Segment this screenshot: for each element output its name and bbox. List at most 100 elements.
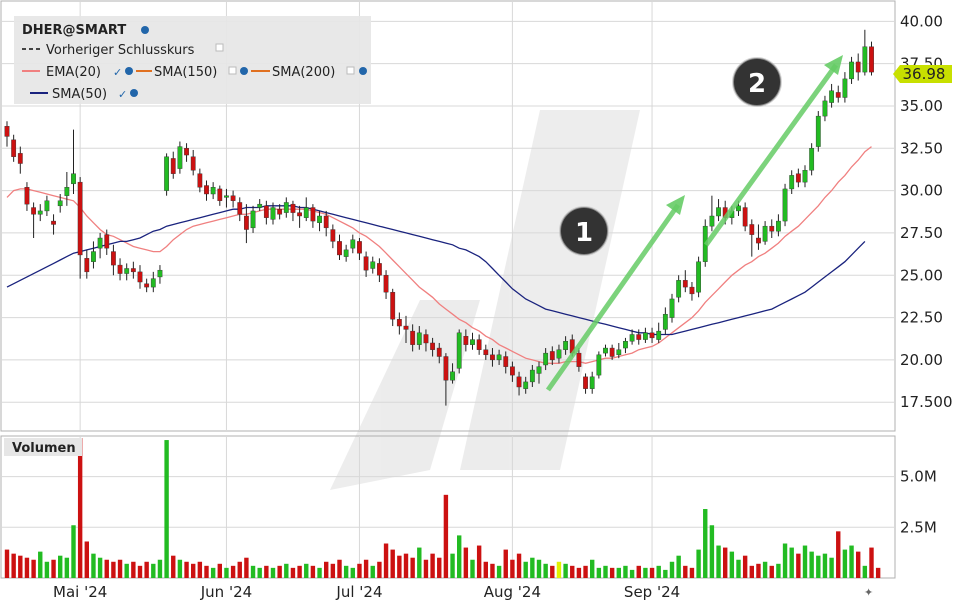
volume-bar: [543, 563, 548, 578]
globe-icon[interactable]: [359, 67, 367, 75]
globe-icon[interactable]: [130, 89, 138, 97]
candle-body: [483, 349, 489, 356]
globe-icon[interactable]: [240, 67, 248, 75]
volume-bar: [623, 565, 628, 578]
volume-bar: [530, 557, 535, 578]
checkbox-icon[interactable]: [346, 66, 355, 75]
scroll-right-icon[interactable]: ✦: [864, 586, 873, 599]
price-axis: 17.500 20.00 22.50 25.00 27.50 30.00 32.50 35.0…: [900, 12, 953, 411]
volume-bar: [536, 559, 542, 578]
annotation-badge-1: 1: [559, 206, 609, 256]
volume-bar: [151, 563, 156, 578]
time-tick-label: Mai '24: [53, 583, 107, 600]
volume-bar: [709, 525, 715, 578]
candle-body: [204, 185, 209, 195]
legend-ema20: EMA(20): [46, 65, 101, 80]
volume-bar: [829, 557, 834, 578]
volume-bar: [703, 509, 708, 578]
volume-bar: [629, 569, 635, 578]
time-tick-label: Jul '24: [335, 583, 382, 600]
volume-bar: [596, 567, 602, 578]
volume-bar: [583, 565, 588, 578]
time-tick-label: Aug '24: [484, 583, 541, 600]
volume-bar: [237, 561, 242, 578]
indicator-lines: [6, 146, 872, 364]
candle-body: [795, 173, 801, 183]
watermark-logo: [330, 110, 640, 490]
candle-body: [130, 268, 136, 273]
candle-body: [377, 263, 382, 276]
volume-bar: [224, 567, 229, 578]
candle-body: [516, 376, 522, 388]
checkbox-icon[interactable]: [228, 66, 237, 75]
volume-bar: [417, 547, 422, 578]
volume-bar: [264, 565, 269, 578]
volume-bar: [663, 569, 668, 578]
candle-body: [463, 335, 469, 345]
volume-bar: [496, 565, 502, 578]
last-price-label: 36.98: [903, 65, 946, 83]
candle-body: [64, 187, 70, 196]
candle-body: [217, 188, 223, 201]
volume-bar: [51, 559, 56, 578]
candle-body: [37, 210, 43, 215]
price-tick-label: 27.50: [900, 224, 943, 242]
volume-bar: [523, 561, 528, 578]
volume-bar: [64, 557, 70, 578]
candle-body: [756, 237, 761, 244]
volume-bar: [144, 561, 149, 578]
candle-body: [197, 173, 203, 188]
volume-bar: [171, 555, 176, 578]
volume-bar: [337, 559, 342, 578]
volume-bar: [184, 561, 189, 578]
candle-body: [150, 278, 156, 288]
legend-sma50: SMA(50): [52, 87, 107, 102]
candle-body: [490, 354, 495, 361]
volume-bar: [836, 531, 841, 578]
volume-bar: [31, 559, 36, 578]
candle-body: [416, 332, 422, 345]
volume-bar: [324, 561, 329, 578]
globe-icon[interactable]: [125, 67, 133, 75]
candle-body: [662, 313, 668, 330]
candle-body: [430, 342, 435, 350]
candle-body: [423, 334, 429, 344]
volume-bar: [137, 565, 143, 578]
candle-body: [636, 334, 642, 340]
legend-symbol: DHER@SMART: [22, 23, 126, 38]
volume-bar: [310, 565, 316, 578]
checkbox-icon[interactable]: [215, 43, 224, 52]
candle-body: [596, 354, 602, 376]
candle-body: [603, 347, 608, 354]
candle-body: [842, 78, 848, 98]
volume-bar: [11, 553, 16, 578]
candle-body: [383, 275, 389, 293]
volume-bar: [210, 567, 216, 578]
volume-bar: [556, 561, 562, 578]
candle-body: [390, 291, 396, 320]
candle-body: [450, 371, 455, 381]
volume-bar: [723, 547, 728, 578]
candle-body: [643, 332, 648, 340]
candle-body: [164, 156, 169, 191]
volume-bar: [616, 567, 621, 578]
volume-bar: [423, 559, 429, 578]
check-icon[interactable]: ✓: [113, 66, 122, 79]
candle-body: [24, 187, 30, 205]
globe-icon[interactable]: [141, 26, 149, 34]
candle-body: [549, 351, 555, 361]
volume-bar: [131, 561, 136, 578]
candle-body: [556, 349, 562, 359]
legend-prev-close: Vorheriger Schlusskurs: [46, 43, 195, 58]
volume-bar: [696, 549, 701, 578]
volume-bar: [24, 557, 30, 578]
candle-body: [224, 195, 229, 198]
candle-body: [11, 139, 17, 157]
check-icon[interactable]: ✓: [118, 88, 127, 101]
candle-body: [363, 256, 369, 271]
legend: DHER@SMART Vorheriger Schlusskurs EMA(20…: [14, 16, 371, 104]
candle-body: [137, 271, 143, 283]
volume-bar: [570, 565, 575, 578]
